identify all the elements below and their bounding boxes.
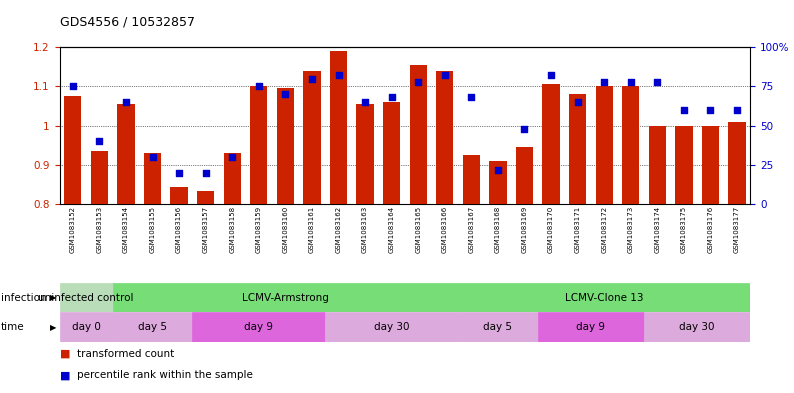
Text: percentile rank within the sample: percentile rank within the sample bbox=[77, 370, 253, 380]
Point bbox=[730, 107, 743, 113]
Bar bbox=[357, 104, 374, 204]
Bar bbox=[224, 153, 241, 204]
Bar bbox=[113, 312, 192, 342]
Point bbox=[120, 99, 133, 105]
Bar bbox=[118, 104, 135, 204]
Bar bbox=[516, 147, 533, 204]
Point bbox=[704, 107, 717, 113]
Text: ▶: ▶ bbox=[50, 323, 56, 332]
Point bbox=[651, 79, 664, 85]
Text: LCMV-Armstrong: LCMV-Armstrong bbox=[242, 293, 329, 303]
Text: ■: ■ bbox=[60, 349, 70, 359]
Point bbox=[438, 72, 451, 79]
Bar bbox=[197, 191, 214, 204]
Point bbox=[412, 79, 425, 85]
Point bbox=[93, 138, 106, 145]
Bar bbox=[113, 283, 458, 312]
Text: day 30: day 30 bbox=[374, 322, 410, 332]
Point bbox=[545, 72, 557, 79]
Bar bbox=[644, 312, 750, 342]
Text: day 9: day 9 bbox=[576, 322, 605, 332]
Point bbox=[146, 154, 159, 160]
Bar bbox=[463, 155, 480, 204]
Bar bbox=[64, 96, 82, 204]
Point bbox=[306, 75, 318, 82]
Text: uninfected control: uninfected control bbox=[38, 293, 134, 303]
Text: transformed count: transformed count bbox=[77, 349, 174, 359]
Bar bbox=[675, 126, 692, 204]
Text: LCMV-Clone 13: LCMV-Clone 13 bbox=[565, 293, 643, 303]
Bar bbox=[250, 86, 268, 204]
Bar bbox=[277, 88, 294, 204]
Text: day 0: day 0 bbox=[71, 322, 101, 332]
Point bbox=[359, 99, 372, 105]
Point bbox=[465, 94, 478, 101]
Point bbox=[173, 170, 186, 176]
Point bbox=[385, 94, 398, 101]
Bar bbox=[171, 187, 187, 204]
Point bbox=[491, 167, 504, 173]
Bar bbox=[649, 126, 666, 204]
Bar bbox=[569, 94, 586, 204]
Bar bbox=[410, 65, 427, 204]
Point bbox=[332, 72, 345, 79]
Text: time: time bbox=[1, 322, 25, 332]
Bar bbox=[728, 122, 746, 204]
Bar bbox=[702, 126, 719, 204]
Bar bbox=[538, 312, 644, 342]
Point bbox=[225, 154, 238, 160]
Point bbox=[677, 107, 690, 113]
Point bbox=[571, 99, 584, 105]
Point bbox=[624, 79, 637, 85]
Bar bbox=[91, 151, 108, 204]
Bar bbox=[60, 283, 113, 312]
Text: ■: ■ bbox=[60, 370, 70, 380]
Bar bbox=[383, 102, 400, 204]
Bar bbox=[60, 312, 113, 342]
Text: GDS4556 / 10532857: GDS4556 / 10532857 bbox=[60, 16, 195, 29]
Text: ▶: ▶ bbox=[50, 293, 56, 302]
Text: day 9: day 9 bbox=[245, 322, 273, 332]
Bar bbox=[144, 153, 161, 204]
Bar bbox=[436, 71, 453, 204]
Bar bbox=[458, 312, 538, 342]
Bar bbox=[542, 84, 560, 204]
Point bbox=[67, 83, 79, 90]
Bar bbox=[192, 312, 326, 342]
Text: day 5: day 5 bbox=[138, 322, 167, 332]
Bar bbox=[303, 71, 321, 204]
Text: day 30: day 30 bbox=[680, 322, 715, 332]
Bar bbox=[489, 161, 507, 204]
Bar bbox=[458, 283, 750, 312]
Bar bbox=[596, 86, 613, 204]
Bar bbox=[330, 51, 347, 204]
Bar bbox=[622, 86, 639, 204]
Text: infection: infection bbox=[1, 293, 46, 303]
Text: day 5: day 5 bbox=[484, 322, 512, 332]
Point bbox=[279, 91, 291, 97]
Point bbox=[199, 170, 212, 176]
Point bbox=[518, 126, 531, 132]
Point bbox=[252, 83, 265, 90]
Bar bbox=[326, 312, 458, 342]
Point bbox=[598, 79, 611, 85]
